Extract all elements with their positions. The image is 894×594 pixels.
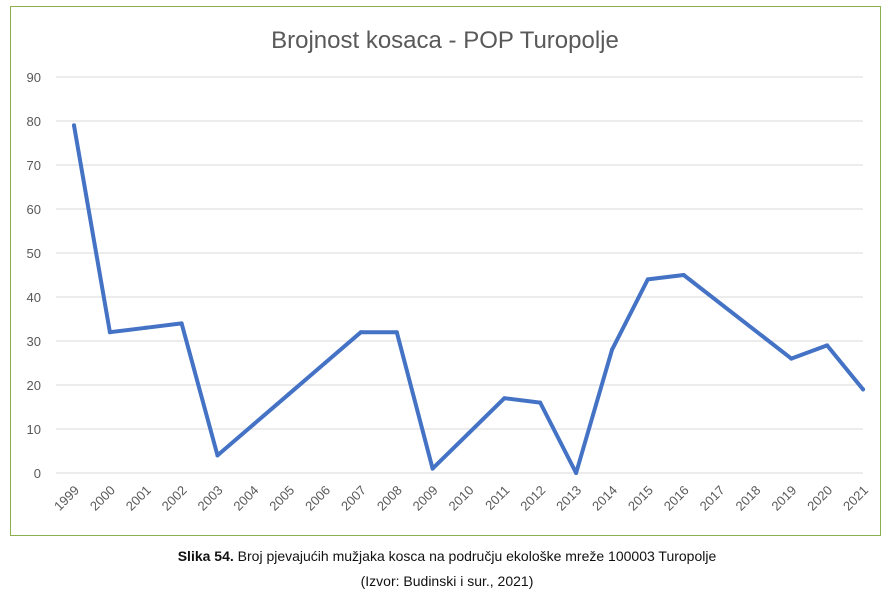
x-axis-ticks: 1999 2000 2001 2002 2003 2004 2005 2006 2007 2008…: [51, 483, 871, 514]
series-layer: [72, 123, 865, 475]
data-point-2005: [287, 391, 292, 396]
data-point-2016: [681, 273, 686, 277]
y-axis-ticks: 0 10 20 30 40 50 60 70 80 90: [27, 70, 41, 481]
x-tick-label: 2007: [338, 483, 369, 514]
x-tick-label: 2003: [195, 483, 226, 514]
chart-frame: Brojnost kosaca - POP Turopolje 0 10 20 30 4…: [10, 6, 881, 536]
data-point-2021: [861, 387, 865, 392]
x-tick-label: 2018: [732, 483, 763, 514]
caption-label: Slika 54.: [177, 548, 234, 564]
x-tick-label: 2019: [768, 483, 799, 514]
data-point-2007: [358, 330, 363, 335]
x-tick-label: 2016: [661, 483, 692, 514]
y-tick-label: 40: [27, 290, 41, 305]
y-tick-label: 60: [27, 202, 41, 217]
caption-text: Broj pjevajućih mužjaka kosca na područj…: [233, 548, 717, 564]
grid-lines: [56, 76, 863, 474]
x-tick-label: 2021: [840, 483, 871, 514]
data-point-2008: [394, 330, 399, 335]
data-point-2013: [574, 471, 579, 475]
y-tick-label: 20: [27, 378, 41, 393]
x-tick-label: 2006: [302, 483, 333, 514]
data-point-2006: [323, 361, 328, 365]
figure-source: (Izvor: Budinski i sur., 2021): [360, 573, 534, 589]
x-tick-label: 2015: [625, 483, 656, 514]
data-point-1999: [72, 123, 76, 128]
x-tick-label: 2010: [446, 483, 477, 514]
data-point-2014: [609, 347, 614, 352]
x-tick-label: 2017: [697, 483, 728, 514]
y-tick-label: 70: [27, 158, 41, 173]
data-point-2002: [179, 321, 184, 326]
x-tick-label: 2014: [589, 483, 620, 514]
data-point-2020: [825, 343, 830, 348]
data-point-2011: [502, 396, 507, 401]
x-tick-label: 2012: [517, 483, 548, 514]
x-tick-label: 2002: [159, 483, 190, 514]
line-chart: Brojnost kosaca - POP Turopolje 0 10 20 30 4…: [27, 27, 872, 514]
x-tick-label: 2004: [230, 483, 261, 514]
y-tick-label: 50: [27, 246, 41, 261]
x-tick-label: 2008: [374, 483, 405, 514]
series-line-0: [72, 123, 865, 475]
x-tick-label: 2009: [410, 483, 441, 514]
data-point-2003: [215, 453, 220, 458]
x-tick-label: 2011: [482, 483, 512, 513]
x-tick-label: 2013: [553, 483, 584, 514]
data-point-2015: [645, 277, 650, 282]
x-tick-label: 2001: [123, 483, 154, 514]
data-point-2000: [107, 330, 112, 335]
data-point-2009: [430, 466, 435, 471]
y-tick-label: 10: [27, 422, 41, 437]
data-point-2012: [538, 400, 543, 405]
x-tick-label: 2005: [266, 483, 297, 514]
chart-title: Brojnost kosaca - POP Turopolje: [271, 27, 619, 54]
x-tick-label: 1999: [51, 483, 82, 514]
y-tick-label: 90: [27, 70, 41, 85]
data-point-2010: [466, 431, 471, 436]
data-point-2001: [143, 325, 148, 330]
data-point-2019: [789, 356, 794, 361]
data-point-2004: [251, 422, 256, 427]
figure-caption: Slika 54. Broj pjevajućih mužjaka kosca …: [0, 548, 894, 564]
y-tick-label: 0: [34, 466, 41, 481]
x-tick-label: 2020: [804, 483, 835, 514]
y-tick-label: 80: [27, 114, 41, 129]
y-tick-label: 30: [27, 334, 41, 349]
x-tick-label: 2000: [87, 483, 118, 514]
